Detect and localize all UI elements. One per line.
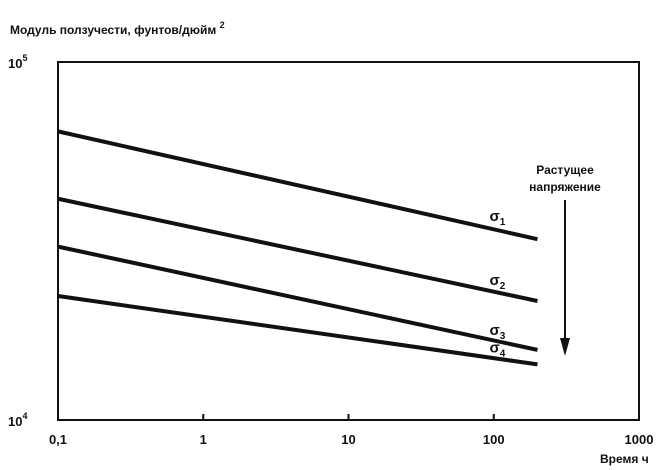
x-tick-label: 1 [200, 432, 207, 447]
series-label-base: σ [489, 208, 499, 225]
series-label-3: σ3 [489, 322, 505, 342]
annotation-line-1: Растущее [536, 163, 594, 177]
y-axis-label: Модуль ползучести, фунтов/дюйм 2 [10, 20, 225, 37]
series-label-base: σ [489, 272, 499, 289]
x-tick-label: 100 [483, 432, 505, 447]
y-axis-label-text: Модуль ползучести, фунтов/дюйм [10, 23, 216, 37]
plot-frame [57, 61, 640, 421]
series-line-1 [57, 129, 538, 242]
y-axis-label-superscript: 2 [220, 20, 225, 30]
series-label-4: σ4 [489, 339, 505, 359]
y-tick-label: 105 [8, 53, 27, 71]
series-label-base: σ [489, 322, 499, 339]
series-line-2 [57, 196, 538, 303]
y-tick-label: 104 [8, 411, 27, 429]
series-label-2: σ2 [489, 272, 505, 292]
x-axis-label: Время ч [600, 452, 649, 466]
series-line-3 [57, 244, 538, 352]
series-label-base: σ [489, 339, 499, 356]
annotation-line-2: напряжение [529, 180, 601, 194]
series-label-subscript: 3 [500, 331, 506, 342]
plot-axes [57, 61, 640, 421]
annotation-arrow-head [560, 338, 570, 356]
y-tick-label-base: 10 [8, 56, 22, 71]
series-label-1: σ1 [489, 208, 505, 228]
series-label-subscript: 2 [500, 281, 506, 292]
series-label-subscript: 1 [500, 217, 506, 228]
series-label-subscript: 4 [500, 348, 506, 359]
y-tick-label-exponent: 4 [22, 411, 27, 421]
annotation-increasing-stress: Растущее напряжение [529, 163, 601, 356]
x-tick-label: 0,1 [49, 432, 67, 447]
x-tick-label: 1000 [625, 432, 654, 447]
y-tick-label-base: 10 [8, 414, 22, 429]
x-tick-label: 10 [341, 432, 355, 447]
series-line-4 [57, 294, 538, 367]
y-tick-label-exponent: 5 [22, 53, 27, 63]
